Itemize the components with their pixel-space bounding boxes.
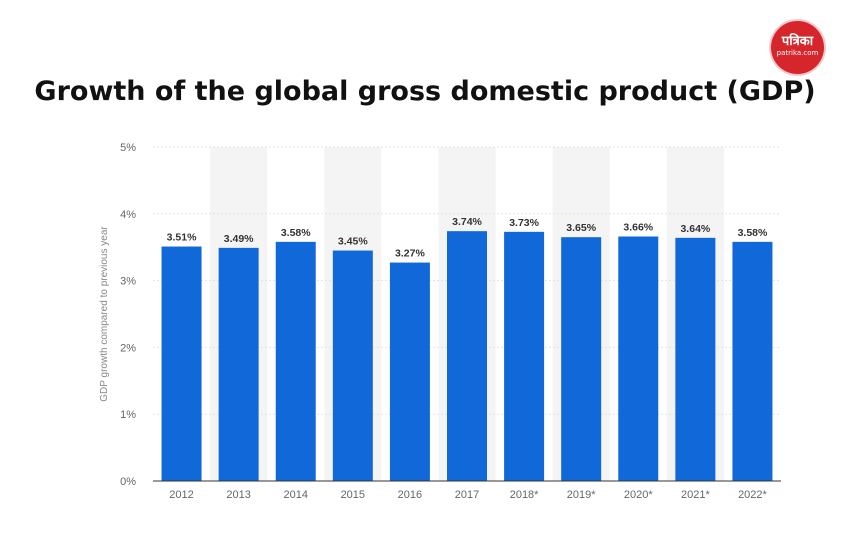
bar [389,262,430,481]
bar [275,241,316,481]
bar [618,236,659,481]
x-tick-label: 2021* [681,489,710,501]
y-tick-label: 1% [120,409,136,421]
bar [561,237,602,481]
x-tick-label: 2014 [283,489,307,501]
data-label: 3.27% [395,248,425,260]
x-tick-label: 2022* [738,489,767,501]
data-label: 3.49% [224,233,254,245]
data-label: 3.74% [452,216,482,228]
y-axis-title: GDP growth compared to previous year [99,226,110,402]
x-tick-label: 2016 [398,489,422,501]
x-tick-label: 2020* [624,489,653,501]
bar [332,250,373,481]
x-tick-label: 2012 [169,489,193,501]
bar [504,231,545,481]
patrika-logo: पत्रिका patrika.com [771,21,824,74]
bar [218,247,259,481]
data-label: 3.64% [680,223,710,235]
data-label: 3.66% [623,222,653,234]
bar [732,241,773,481]
x-tick-label: 2015 [341,489,365,501]
x-tick-label: 2019* [567,489,596,501]
y-tick-label: 5% [120,142,136,154]
y-tick-label: 2% [120,342,136,354]
data-label: 3.73% [509,217,539,229]
logo-url: patrika.com [776,49,819,57]
x-tick-label: 2017 [455,489,479,501]
data-label: 3.65% [566,222,596,234]
data-label: 3.58% [738,227,768,239]
page-title: Growth of the global gross domestic prod… [34,76,816,107]
data-label: 3.58% [281,227,311,239]
y-tick-label: 4% [120,209,136,221]
y-tick-label: 0% [120,476,136,488]
x-tick-label: 2013 [226,489,250,501]
y-tick-label: 3% [120,276,136,288]
logo-wordmark: पत्रिका [781,34,814,49]
bar [675,237,716,481]
bar [447,231,487,481]
bar [161,246,202,481]
x-tick-label: 2018* [510,489,539,501]
data-label: 3.51% [167,232,197,244]
data-label: 3.45% [338,236,368,248]
